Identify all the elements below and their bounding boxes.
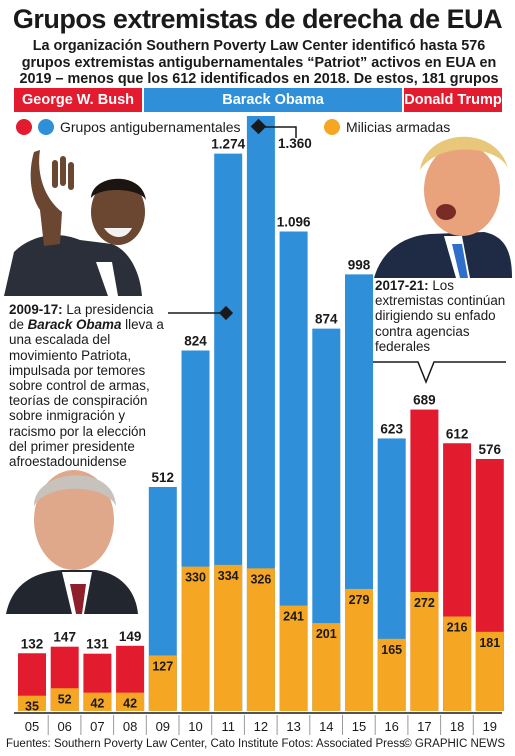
label-militia-13: 241 (283, 610, 304, 624)
label-militia-08: 42 (123, 697, 137, 711)
tick-label-11: 11 (221, 719, 235, 734)
label-total-12: 1.360 (278, 136, 312, 151)
x-axis: 05 06 07 08 09 10 11 12 13 14 15 16 17 18 19 (14, 712, 502, 735)
label-militia-16: 165 (381, 643, 402, 657)
legend-blue-dot (38, 119, 54, 135)
bar-militia-19 (475, 631, 504, 711)
label-total-11: 1.274 (211, 137, 245, 152)
label-militia-19: 181 (479, 636, 500, 650)
label-militia-15: 279 (349, 593, 370, 607)
bar-militia-05 (18, 695, 46, 711)
bar-militia-10 (181, 566, 210, 711)
tick-label-16: 16 (384, 719, 398, 734)
label-militia-14: 201 (316, 627, 337, 641)
label-total-16: 623 (380, 421, 403, 436)
legend-label-militias: Milicias armadas (346, 119, 450, 135)
label-total-13: 1.096 (277, 215, 311, 230)
trump-callout (373, 361, 506, 385)
label-total-18: 612 (446, 426, 469, 441)
annotation-trump-year: 2017-21: (375, 278, 429, 293)
annotation-obama: 2009-17: La presidencia de Barack Obama … (9, 302, 167, 469)
tick-label-18: 18 (450, 719, 464, 734)
era-band-bush: George W. Bush (14, 88, 142, 112)
label-total-05: 132 (21, 636, 44, 651)
bar-militia-16 (377, 638, 406, 711)
label-militia-11: 334 (218, 569, 239, 583)
tick-label-14: 14 (319, 719, 333, 734)
era-band-trump: Donald Trump (404, 88, 502, 112)
annotation-trump-text: Los extremistas continúan dirigiendo su … (375, 278, 506, 354)
label-militia-05: 35 (25, 700, 39, 714)
label-total-09: 512 (152, 470, 175, 485)
label-militia-17: 272 (414, 596, 435, 610)
page-title: Grupos extremistas de derecha de EUA (12, 4, 503, 34)
legend-orange-dot (324, 119, 340, 135)
bar-militia-07 (83, 692, 112, 711)
bars-group (18, 116, 504, 711)
tick-label-12: 12 (254, 719, 268, 734)
tick-label-17: 17 (417, 719, 431, 734)
label-militia-06: 52 (58, 692, 72, 706)
footer-credit: © GRAPHIC NEWS (403, 738, 505, 750)
bar-militia-06 (50, 688, 79, 711)
label-militia-12: 326 (250, 572, 271, 586)
tick-label-13: 13 (286, 719, 300, 734)
tick-label-06: 06 (57, 719, 71, 734)
label-total-07: 131 (86, 637, 109, 652)
obama-pointer (168, 305, 234, 321)
label-total-10: 824 (184, 334, 207, 349)
tick-label-08: 08 (123, 719, 137, 734)
footer-sources: Fuentes: Southern Poverty Law Center, Ca… (6, 738, 405, 750)
label-total-08: 149 (119, 629, 142, 644)
legend-red-dot (16, 119, 32, 135)
bar-militia-17 (410, 592, 439, 711)
bar-militia-14 (312, 623, 341, 711)
annotation-obama-pre: La presidencia de (9, 302, 154, 333)
legend: Grupos antigubernamentales Milicias arma… (16, 119, 450, 135)
label-total-15: 998 (348, 257, 371, 272)
tick-label-10: 10 (188, 719, 202, 734)
bar-militia-18 (443, 616, 472, 711)
labels-group: 132 35 147 52 131 42 149 42 512 127 824 330 1.274 334… (21, 136, 502, 714)
tick-label-19: 19 (483, 719, 497, 734)
annotation-obama-year: 2009-17: (9, 302, 63, 317)
label-militia-18: 216 (447, 621, 468, 635)
label-total-17: 689 (413, 393, 436, 408)
label-total-19: 576 (479, 442, 502, 457)
trump-photo (374, 136, 512, 278)
legend-label-anti-gov: Grupos antigubernamentales (60, 119, 241, 135)
tick-label-05: 05 (25, 719, 39, 734)
bar-militia-08 (116, 692, 145, 711)
label-militia-10: 330 (185, 571, 206, 585)
bar-militia-13 (279, 605, 308, 711)
bar-militia-11 (214, 564, 243, 711)
obama-photo (0, 150, 146, 296)
annotation-obama-name: Barack Obama (27, 317, 122, 333)
annotation-obama-post: lleva a una escalada del movimiento Patr… (9, 317, 164, 470)
annotation-trump: 2017-21: Los extremistas continúan dirig… (375, 278, 507, 354)
label-total-06: 147 (53, 630, 76, 645)
era-band-obama: Barack Obama (144, 88, 402, 112)
bar-militia-12 (246, 568, 275, 711)
bar-militia-09 (148, 655, 177, 711)
label-militia-07: 42 (90, 697, 104, 711)
bar-militia-15 (345, 588, 373, 711)
tick-label-07: 07 (90, 719, 104, 734)
tick-label-09: 09 (156, 719, 170, 734)
bush-photo (6, 470, 138, 614)
label-militia-09: 127 (152, 659, 173, 673)
tick-label-15: 15 (352, 719, 366, 734)
label-total-14: 874 (315, 312, 338, 327)
